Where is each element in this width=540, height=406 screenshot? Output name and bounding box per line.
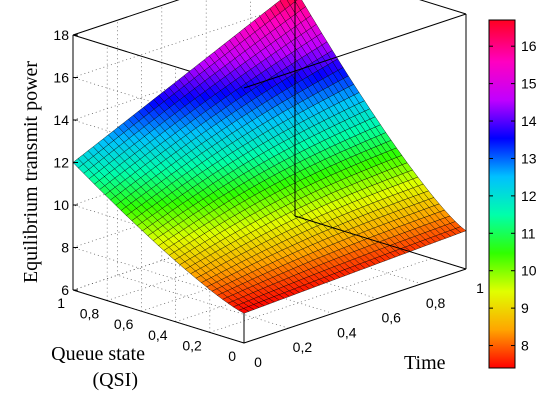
y-tick-label: 1	[57, 295, 65, 311]
z-tick-label: 18	[53, 27, 69, 43]
colorbar-tick-label: 13	[521, 150, 537, 166]
colorbar-tick-label: 11	[521, 225, 536, 241]
colorbar-tick-label: 16	[521, 38, 537, 54]
colorbar-ticks: 8 9 10 11 12 13 14 15 16	[489, 38, 537, 354]
surface-mesh	[72, 0, 467, 314]
box-edge	[243, 268, 467, 344]
x-tick-label: 0,4	[337, 324, 357, 340]
colorbar: 8 9 10 11 12 13 14 15 16	[488, 19, 537, 369]
z-tick-label: 14	[53, 112, 69, 128]
colorbar-tick-label: 15	[521, 76, 537, 92]
colorbar-tick-label: 12	[521, 188, 537, 204]
z-axis-label: Equilibrium transmit power	[20, 61, 42, 284]
y-tick-label: 0,6	[114, 316, 134, 332]
y-tick-label: 0,2	[182, 337, 202, 353]
colorbar-tick-label: 8	[521, 338, 529, 354]
colorbar-tick-label: 9	[521, 300, 529, 316]
z-tick-label: 6	[61, 282, 69, 298]
box-edge	[72, 0, 180, 36]
x-tick-label: 0,8	[426, 295, 446, 311]
z-tick-label: 10	[53, 197, 69, 213]
colorbar-tick-label: 10	[521, 263, 537, 279]
box-edge	[294, 215, 467, 270]
x-tick-label: 0	[254, 354, 262, 370]
colorbar-tick-label: 14	[521, 113, 537, 129]
box-edge	[419, 0, 467, 15]
x-tick-label: 0,6	[381, 310, 401, 326]
colorbar-gradient	[488, 19, 516, 369]
y-tick-label: 0,4	[148, 327, 168, 343]
y-axis-label-line1: Queue state	[51, 343, 145, 365]
y-tick-label: 0	[228, 348, 236, 364]
z-tick-label: 8	[61, 240, 69, 256]
box-edge	[243, 13, 467, 89]
y-axis-label-line2: (QSI)	[92, 369, 138, 391]
front-box-edges	[243, 0, 467, 270]
z-tick-label: 16	[53, 70, 69, 86]
box-edge	[72, 289, 245, 344]
x-tick-label: 0,2	[293, 339, 313, 355]
x-axis-label: Time	[404, 352, 446, 374]
y-tick-label: 0,8	[80, 306, 100, 322]
surface-cell	[455, 226, 467, 233]
x-tick-label: 1	[476, 280, 484, 296]
z-tick-label: 12	[53, 155, 69, 171]
